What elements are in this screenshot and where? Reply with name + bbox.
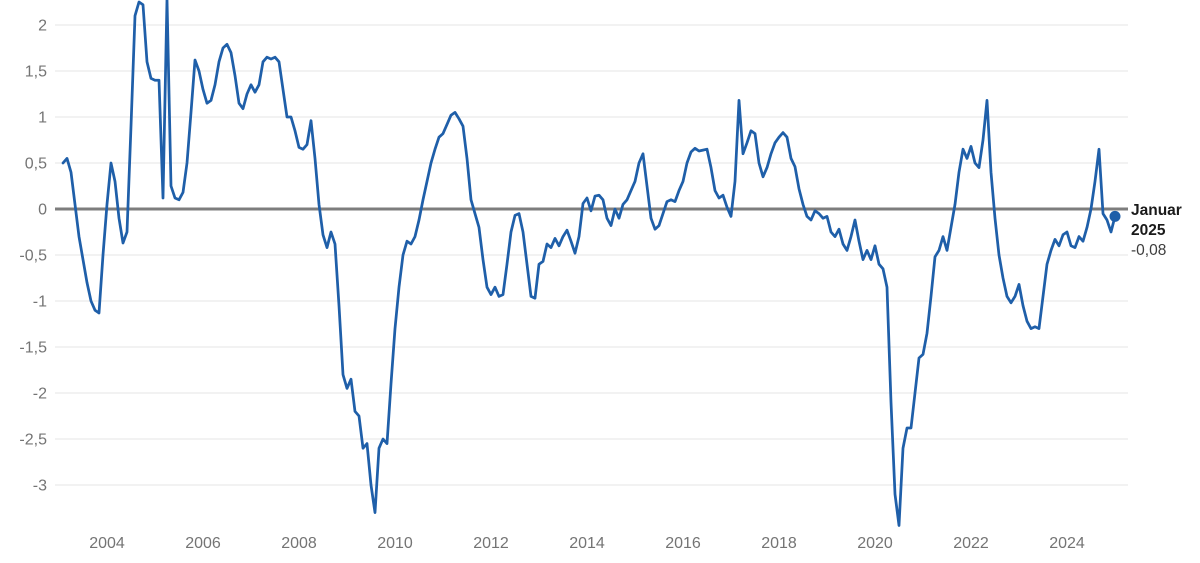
- y-axis-tick-label: 0: [38, 202, 47, 219]
- x-axis-tick-label: 2010: [377, 535, 413, 552]
- y-axis-tick-label: -3: [33, 478, 47, 495]
- data-series-line: [61, 0, 1117, 527]
- x-axis-tick-label: 2022: [953, 535, 989, 552]
- latest-point-annotation: Januar 2025 -0,08: [1131, 201, 1197, 261]
- x-axis-tick-label: 2016: [665, 535, 701, 552]
- latest-point-marker: [1109, 210, 1121, 222]
- annotation-value: -0,08: [1131, 242, 1167, 259]
- x-axis-tick-label: 2012: [473, 535, 509, 552]
- y-axis-tick-label: 0,5: [25, 156, 47, 173]
- y-axis-tick-label: 1: [38, 110, 47, 127]
- annotation-year: 2025: [1131, 222, 1166, 239]
- x-axis-tick-label: 2024: [1049, 535, 1085, 552]
- y-axis-tick-label: -2,5: [19, 432, 47, 449]
- x-axis-tick-label: 2004: [89, 535, 125, 552]
- y-axis-tick-label: 2: [38, 18, 47, 35]
- y-axis-tick-label: -1,5: [19, 340, 47, 357]
- annotation-month: Januar: [1131, 202, 1182, 219]
- x-axis-tick-label: 2020: [857, 535, 893, 552]
- y-axis-tick-label: -2: [33, 386, 47, 403]
- x-axis-tick-label: 2006: [185, 535, 221, 552]
- x-axis-tick-label: 2008: [281, 535, 317, 552]
- x-axis-tick-label: 2014: [569, 535, 605, 552]
- y-axis-tick-label: -1: [33, 294, 47, 311]
- y-axis-tick-label: -0,5: [19, 248, 47, 265]
- y-axis-tick-label: 1,5: [25, 64, 47, 81]
- x-axis-tick-label: 2018: [761, 535, 797, 552]
